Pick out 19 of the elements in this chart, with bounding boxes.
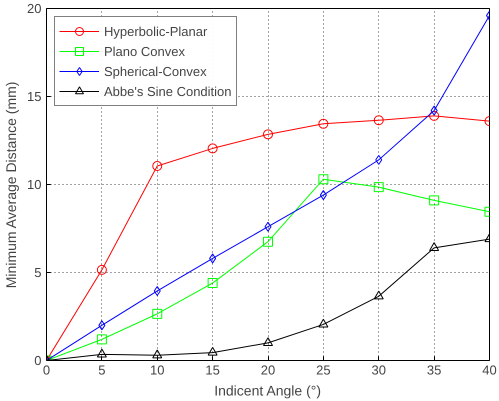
x-tick-label: 20 — [260, 362, 276, 378]
x-tick-label: 35 — [426, 362, 442, 378]
x-tick-label: 5 — [98, 362, 106, 378]
legend-label: Spherical-Convex — [104, 64, 207, 78]
y-tick-label: 10 — [27, 177, 42, 192]
legend-label: Abbe's Sine Condition — [104, 84, 232, 98]
y-axis-title: Minimum Average Distance (mm) — [3, 82, 20, 288]
x-tick-label: 40 — [482, 362, 497, 378]
x-axis-title: Indicent Angle (°) — [214, 382, 322, 398]
legend-label: Hyperbolic-Planar — [104, 24, 208, 38]
y-tick-label: 5 — [34, 265, 42, 280]
y-tick-label: 0 — [34, 353, 42, 368]
x-tick-label: 30 — [372, 362, 386, 378]
x-tick-label: 25 — [316, 362, 331, 378]
legend-label: Plano Convex — [104, 44, 185, 58]
y-tick-label: 20 — [27, 1, 42, 16]
x-tick-label: 15 — [205, 362, 220, 378]
x-tick-label: 10 — [150, 362, 164, 378]
y-tick-label: 15 — [27, 89, 42, 104]
